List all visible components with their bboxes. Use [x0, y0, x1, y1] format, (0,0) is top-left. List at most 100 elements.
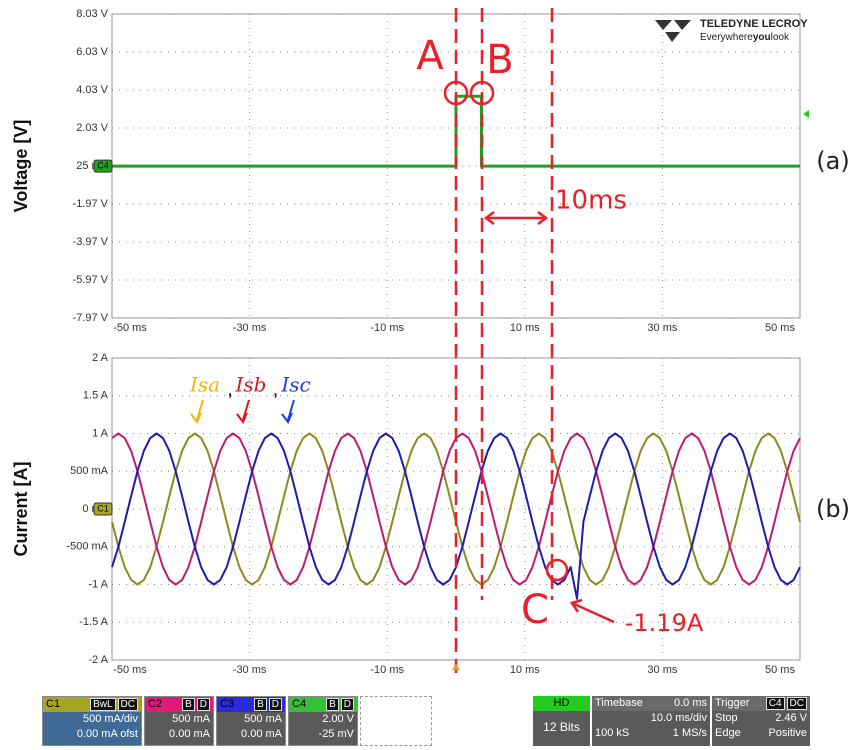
annotation: C	[521, 587, 549, 633]
channel-setting: 0.00 mA ofst	[76, 728, 138, 740]
annotation: 10ms	[555, 186, 627, 216]
trigger-position-marker	[452, 664, 460, 670]
trigger-row: Trigger C4 DC	[712, 696, 810, 711]
channel-flag: D	[340, 698, 354, 711]
trigger-flags: C4 DC	[764, 696, 807, 711]
channel-tag-label: C4	[97, 160, 109, 170]
hd-header: HD	[533, 696, 590, 711]
x-tick-label: 10 ms	[510, 664, 540, 676]
annotation: B	[486, 37, 513, 83]
timebase-scale: 10.0 ms/div	[650, 712, 707, 724]
panel-label: (a)	[816, 147, 849, 175]
label-separator: ,	[273, 378, 279, 400]
y-tick-label: -500 mA	[66, 541, 108, 553]
series-label-arrow-head	[190, 412, 202, 424]
timebase-rate: 1 MS/s	[672, 727, 707, 739]
trace	[112, 94, 800, 168]
timebase-delay: 0.0 ms	[673, 697, 707, 709]
channel-tag-label: C1	[97, 503, 109, 513]
timebase-title: Timebase	[595, 697, 643, 709]
channel-header: C1 BwL DC	[43, 697, 141, 712]
channel-flag: DC	[117, 698, 138, 711]
annotation: A	[416, 33, 444, 79]
channel-box: C2 B D 500 mA 0.00 mA	[144, 696, 214, 746]
channel-setting: 500 mA/div	[82, 713, 138, 725]
channel-setting: 0.00 mA	[241, 728, 282, 740]
x-tick-label: 30 ms	[647, 664, 677, 676]
x-tick-label: 30 ms	[647, 322, 677, 334]
y-tick-label: -2 A	[88, 654, 108, 666]
channel-name: C1	[46, 698, 61, 710]
trigger-level-marker	[803, 110, 809, 118]
y-tick-label: 6.03 V	[76, 46, 108, 58]
channel-header: C4 B D	[289, 697, 357, 712]
y-tick-label: 4.03 V	[76, 84, 108, 96]
series-label-arrow	[242, 399, 250, 421]
trigger-coupling: DC	[786, 697, 807, 710]
x-tick-label: 50 ms	[765, 322, 795, 334]
scope-display: 8.03 V6.03 V4.03 V2.03 V25 mV-1.97 V-3.9…	[11, 8, 850, 680]
series-label: Isa	[189, 373, 220, 397]
series-label: Isc	[280, 373, 310, 397]
hd-box: HD 12 Bits	[533, 696, 590, 746]
arrow-head	[570, 598, 583, 613]
timebase-row: 100 kS 1 MS/s	[592, 726, 710, 741]
channel-setting: -25 mV	[318, 728, 354, 740]
series-label: Isb	[235, 373, 267, 397]
series-label-arrow-head	[236, 412, 248, 424]
arrow-head	[483, 211, 495, 225]
trigger-title: Trigger	[715, 697, 750, 709]
trigger-type: Edge	[715, 727, 741, 739]
y-tick-label: -7.97 V	[73, 312, 109, 324]
channel-name: C3	[220, 698, 235, 710]
empty-slot	[360, 696, 432, 746]
channel-box: C3 B D 500 mA 0.00 mA	[216, 696, 286, 746]
y-tick-label: -5.97 V	[73, 274, 109, 286]
x-tick-label: -50 ms	[113, 664, 147, 676]
channel-box: C4 B D 2.00 V -25 mV	[288, 696, 358, 746]
x-tick-label: -10 ms	[370, 322, 404, 334]
value-arrow	[571, 601, 615, 624]
y-tick-label: 8.03 V	[76, 8, 108, 20]
channel-flag: D	[268, 698, 282, 711]
channel-setting: 2.00 V	[322, 713, 354, 725]
logo-word: Everywhere	[700, 32, 753, 43]
trigger-row: Stop 2.46 V	[712, 711, 810, 726]
y-tick-label: 1 A	[92, 427, 109, 439]
channel-setting: 0.00 mA	[169, 728, 210, 740]
x-tick-label: 50 ms	[765, 664, 795, 676]
trigger-slope: Positive	[768, 727, 807, 739]
x-tick-label: -30 ms	[233, 322, 267, 334]
y-tick-label: -1.5 A	[79, 616, 108, 628]
x-tick-label: -10 ms	[370, 664, 404, 676]
y-tick-label: -3.97 V	[73, 236, 109, 248]
logo-word: you	[753, 32, 771, 43]
marker-circle-c	[545, 558, 569, 582]
panel-label: (b)	[816, 495, 850, 523]
trigger-level: 2.46 V	[775, 712, 807, 724]
hd-bits: 12 Bits	[543, 720, 580, 734]
y-axis-title: Current [A]	[11, 462, 31, 557]
channel-tag	[93, 159, 113, 173]
label-separator: ,	[227, 378, 233, 400]
channel-flag: BwL	[90, 698, 116, 711]
channel-flag: B	[326, 698, 339, 711]
channel-tag	[93, 502, 113, 516]
channel-name: C4	[292, 698, 307, 710]
series-label-arrow-head	[281, 412, 293, 424]
channel-flag: B	[254, 698, 267, 711]
channel-box: C1 BwL DC 500 mA/div 0.00 mA ofst	[42, 696, 142, 746]
y-tick-label: 2.03 V	[76, 122, 108, 134]
channel-name: C2	[148, 698, 163, 710]
arrow-head	[537, 211, 549, 225]
trigger-mode: Stop	[715, 712, 738, 724]
logo-mark	[655, 20, 691, 42]
timebase-row: Timebase 0.0 ms	[592, 696, 710, 711]
channel-header: C3 B D	[217, 697, 285, 712]
series-label-arrow	[196, 399, 204, 421]
marker-circle-a	[443, 80, 469, 106]
